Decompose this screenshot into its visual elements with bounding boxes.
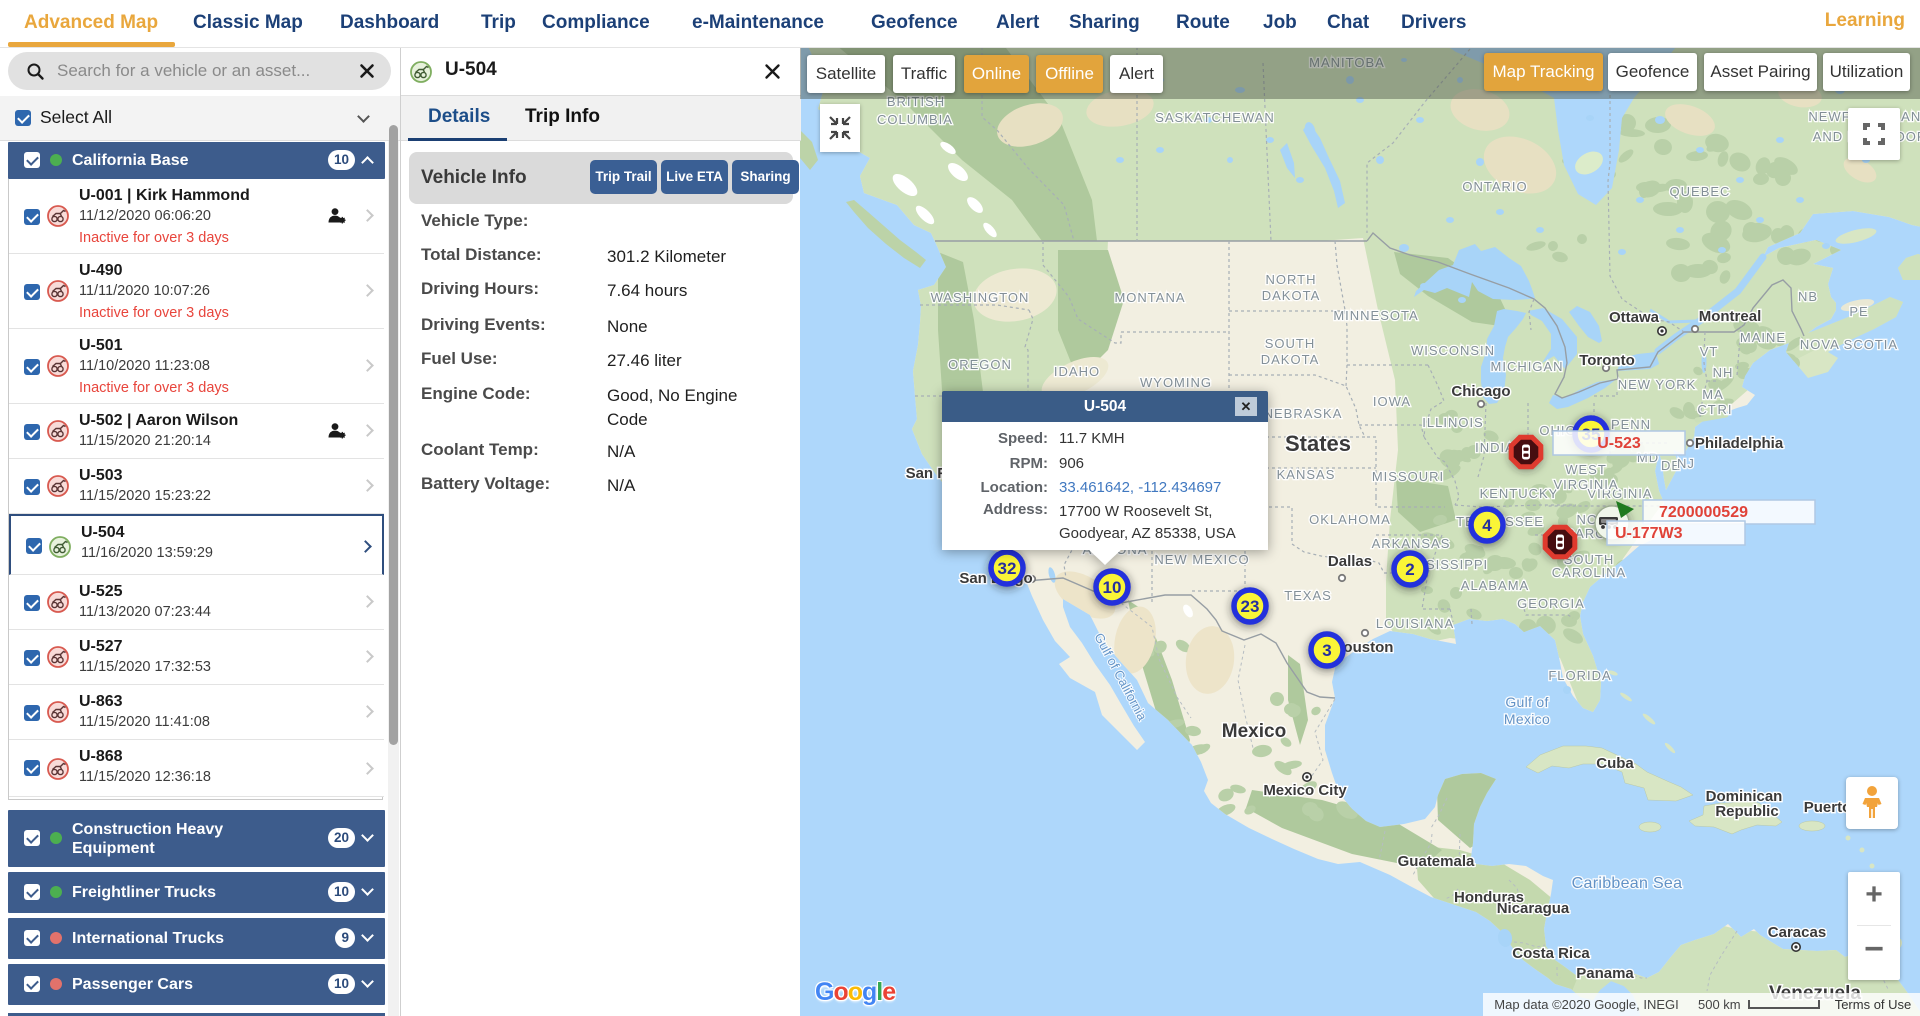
svg-text:SOUTH: SOUTH [1265, 336, 1316, 351]
svg-text:ARKANSAS: ARKANSAS [1372, 536, 1451, 551]
svg-text:NORTH: NORTH [1266, 272, 1317, 287]
svg-text:Houston: Houston [1333, 639, 1394, 656]
svg-text:COLUMBIA: COLUMBIA [877, 112, 953, 127]
svg-text:7200000529: 7200000529 [1659, 504, 1748, 521]
svg-text:VT: VT [1700, 344, 1719, 359]
svg-text:Gulf of: Gulf of [1505, 694, 1548, 710]
svg-text:32: 32 [998, 559, 1017, 578]
svg-text:CAROLINA: CAROLINA [1552, 565, 1626, 580]
svg-text:MISSOURI: MISSOURI [1372, 469, 1444, 484]
svg-text:NEW MEXICO: NEW MEXICO [1154, 552, 1249, 567]
svg-text:FLORIDA: FLORIDA [1548, 668, 1611, 683]
svg-text:10: 10 [1103, 578, 1122, 597]
svg-text:Toronto: Toronto [1579, 352, 1635, 369]
svg-text:Caracas: Caracas [1768, 924, 1826, 941]
svg-text:TEXAS: TEXAS [1284, 588, 1332, 603]
svg-text:KENTUCKY: KENTUCKY [1480, 486, 1559, 501]
svg-text:ALABAMA: ALABAMA [1461, 578, 1529, 593]
svg-text:BRITISH: BRITISH [887, 94, 945, 109]
svg-text:States: States [1285, 431, 1351, 456]
svg-text:NH: NH [1713, 365, 1734, 380]
svg-text:MINNESOTA: MINNESOTA [1333, 308, 1418, 323]
svg-text:VIRGINIA: VIRGINIA [1553, 477, 1618, 492]
svg-text:2: 2 [1405, 560, 1414, 579]
svg-text:San F: San F [906, 465, 947, 482]
svg-text:23: 23 [1241, 597, 1260, 616]
svg-text:SASKATCHEWAN: SASKATCHEWAN [1155, 110, 1275, 125]
svg-text:Mexico: Mexico [1222, 721, 1286, 742]
svg-text:Dallas: Dallas [1328, 553, 1372, 570]
svg-text:WYOMING: WYOMING [1140, 375, 1212, 390]
svg-text:PE: PE [1849, 304, 1868, 319]
svg-text:DAKOTA: DAKOTA [1261, 352, 1320, 367]
svg-text:DAKOTA: DAKOTA [1262, 288, 1321, 303]
svg-text:MANITOBA: MANITOBA [1309, 55, 1385, 70]
svg-text:4: 4 [1482, 516, 1492, 535]
svg-text:NEBRASKA: NEBRASKA [1264, 406, 1343, 421]
svg-text:Republic: Republic [1715, 803, 1778, 820]
svg-text:GEORGIA: GEORGIA [1517, 596, 1585, 611]
svg-text:Mexico City: Mexico City [1263, 782, 1347, 799]
svg-text:RI: RI [1718, 402, 1733, 417]
svg-text:Ottawa: Ottawa [1609, 309, 1660, 326]
svg-text:KANSAS: KANSAS [1277, 467, 1336, 482]
svg-text:Caribbean Sea: Caribbean Sea [1572, 875, 1683, 892]
svg-text:Montreal: Montreal [1699, 308, 1762, 325]
svg-text:MICHIGAN: MICHIGAN [1491, 359, 1564, 374]
svg-text:QUEBEC: QUEBEC [1670, 184, 1731, 199]
svg-text:WASHINGTON: WASHINGTON [931, 290, 1030, 305]
svg-text:WISCONSIN: WISCONSIN [1411, 343, 1495, 358]
svg-text:SOUTH: SOUTH [1564, 552, 1615, 567]
svg-text:Guatemala: Guatemala [1398, 853, 1475, 870]
svg-text:MAINE: MAINE [1740, 330, 1786, 345]
svg-text:NB: NB [1798, 289, 1818, 304]
svg-text:NJ: NJ [1677, 456, 1695, 471]
svg-text:WEST: WEST [1565, 462, 1607, 477]
svg-text:ONTARIO: ONTARIO [1462, 179, 1527, 194]
svg-text:VIRGINIA: VIRGINIA [1587, 486, 1652, 501]
svg-text:Dominican: Dominican [1706, 788, 1783, 805]
svg-text:Mexico: Mexico [1504, 711, 1550, 727]
svg-text:Panama: Panama [1576, 965, 1634, 982]
svg-text:IOWA: IOWA [1373, 394, 1411, 409]
svg-text:CT: CT [1697, 402, 1716, 417]
svg-text:U-177W3: U-177W3 [1615, 525, 1683, 542]
svg-text:LOUISIANA: LOUISIANA [1376, 616, 1454, 631]
svg-text:MONTANA: MONTANA [1114, 290, 1185, 305]
svg-text:Philadelphia: Philadelphia [1695, 435, 1784, 452]
svg-text:OREGON: OREGON [948, 357, 1012, 372]
svg-text:NEW YORK: NEW YORK [1618, 377, 1697, 392]
svg-text:NOVA SCOTIA: NOVA SCOTIA [1800, 337, 1898, 352]
svg-text:Cuba: Cuba [1596, 755, 1634, 772]
svg-text:OKLAHOMA: OKLAHOMA [1309, 512, 1391, 527]
svg-text:Costa Rica: Costa Rica [1512, 945, 1590, 962]
svg-text:U-523: U-523 [1597, 435, 1641, 452]
svg-text:Honduras: Honduras [1454, 889, 1524, 906]
svg-text:PENN: PENN [1611, 417, 1651, 432]
svg-text:Chicago: Chicago [1451, 383, 1510, 400]
svg-text:MA: MA [1702, 387, 1724, 402]
svg-text:ILLINOIS: ILLINOIS [1422, 415, 1483, 430]
svg-text:IDAHO: IDAHO [1054, 364, 1100, 379]
svg-text:3: 3 [1322, 641, 1331, 660]
svg-text:Nicaragua: Nicaragua [1497, 900, 1570, 917]
svg-text:DE: DE [1661, 458, 1681, 473]
